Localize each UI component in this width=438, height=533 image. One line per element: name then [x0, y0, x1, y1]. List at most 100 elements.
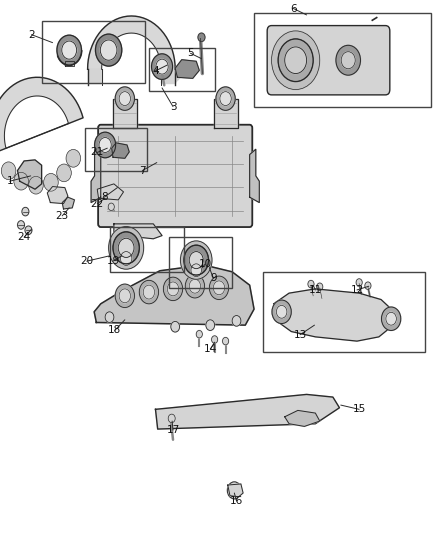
Circle shape — [213, 281, 225, 295]
Circle shape — [1, 162, 16, 180]
Polygon shape — [114, 224, 162, 239]
Text: 4: 4 — [152, 66, 159, 76]
Bar — [263, 272, 425, 352]
Circle shape — [223, 337, 229, 345]
Circle shape — [66, 149, 81, 167]
Text: 9: 9 — [210, 273, 217, 283]
Polygon shape — [62, 197, 74, 209]
Circle shape — [191, 264, 201, 277]
Circle shape — [115, 87, 134, 110]
Text: 6: 6 — [290, 4, 297, 13]
Circle shape — [168, 414, 175, 423]
Polygon shape — [113, 99, 137, 128]
Circle shape — [195, 260, 202, 268]
Circle shape — [113, 232, 139, 264]
Circle shape — [356, 279, 362, 286]
Text: 14: 14 — [204, 344, 217, 354]
Circle shape — [198, 33, 205, 42]
Text: 18: 18 — [108, 326, 121, 335]
Circle shape — [143, 285, 155, 299]
Circle shape — [22, 207, 29, 216]
Circle shape — [227, 482, 241, 499]
Circle shape — [189, 279, 201, 293]
Circle shape — [100, 40, 117, 60]
Text: 11: 11 — [309, 285, 322, 295]
Circle shape — [308, 280, 314, 288]
Text: 8: 8 — [101, 192, 108, 202]
Circle shape — [108, 203, 114, 211]
Circle shape — [119, 289, 131, 303]
Text: 5: 5 — [187, 49, 194, 58]
Circle shape — [180, 241, 212, 279]
Polygon shape — [88, 69, 102, 83]
Polygon shape — [94, 266, 254, 325]
Circle shape — [118, 238, 134, 257]
Circle shape — [189, 252, 203, 269]
Polygon shape — [161, 69, 175, 83]
Polygon shape — [155, 394, 339, 429]
Circle shape — [197, 262, 200, 266]
Circle shape — [156, 59, 168, 74]
Circle shape — [341, 52, 355, 69]
Circle shape — [95, 34, 122, 66]
Text: 24: 24 — [18, 232, 31, 242]
Circle shape — [206, 320, 215, 330]
Circle shape — [95, 132, 116, 158]
Polygon shape — [0, 77, 83, 154]
FancyBboxPatch shape — [98, 125, 252, 227]
Circle shape — [113, 232, 139, 264]
Text: 22: 22 — [91, 199, 104, 208]
Text: 15: 15 — [353, 405, 366, 414]
Circle shape — [212, 336, 218, 343]
Polygon shape — [65, 61, 74, 66]
Polygon shape — [175, 60, 199, 78]
Circle shape — [278, 39, 313, 82]
Circle shape — [120, 252, 132, 265]
Text: 16: 16 — [230, 496, 243, 506]
Circle shape — [18, 221, 25, 229]
Text: 13: 13 — [293, 330, 307, 340]
Circle shape — [109, 227, 144, 269]
Circle shape — [185, 274, 205, 298]
Polygon shape — [97, 184, 124, 200]
Circle shape — [44, 173, 58, 191]
Circle shape — [163, 277, 183, 301]
Bar — [254, 13, 431, 107]
Bar — [169, 237, 232, 288]
Bar — [149, 48, 215, 91]
Polygon shape — [91, 149, 101, 203]
Circle shape — [115, 284, 134, 308]
Polygon shape — [88, 16, 175, 69]
Polygon shape — [274, 289, 394, 341]
Circle shape — [28, 176, 43, 194]
Circle shape — [232, 316, 241, 326]
Circle shape — [184, 245, 208, 275]
FancyBboxPatch shape — [267, 26, 390, 95]
Circle shape — [167, 282, 179, 296]
Circle shape — [57, 164, 71, 182]
Circle shape — [209, 276, 229, 300]
Text: 23: 23 — [56, 211, 69, 221]
Circle shape — [14, 172, 28, 190]
Text: 21: 21 — [91, 148, 104, 157]
Circle shape — [272, 300, 291, 324]
Polygon shape — [250, 149, 259, 203]
Circle shape — [62, 41, 77, 59]
Polygon shape — [228, 484, 243, 497]
Circle shape — [317, 283, 323, 290]
Polygon shape — [285, 410, 320, 426]
Text: 17: 17 — [166, 425, 180, 435]
Circle shape — [105, 312, 114, 322]
Circle shape — [381, 307, 401, 330]
Polygon shape — [213, 99, 237, 128]
Circle shape — [99, 138, 111, 152]
Bar — [85, 128, 147, 171]
Circle shape — [171, 321, 180, 332]
Polygon shape — [112, 143, 129, 158]
Circle shape — [184, 245, 208, 275]
Polygon shape — [47, 187, 68, 204]
Text: 20: 20 — [80, 256, 93, 266]
Polygon shape — [18, 160, 42, 189]
Text: 19: 19 — [106, 256, 120, 266]
Circle shape — [25, 226, 32, 235]
